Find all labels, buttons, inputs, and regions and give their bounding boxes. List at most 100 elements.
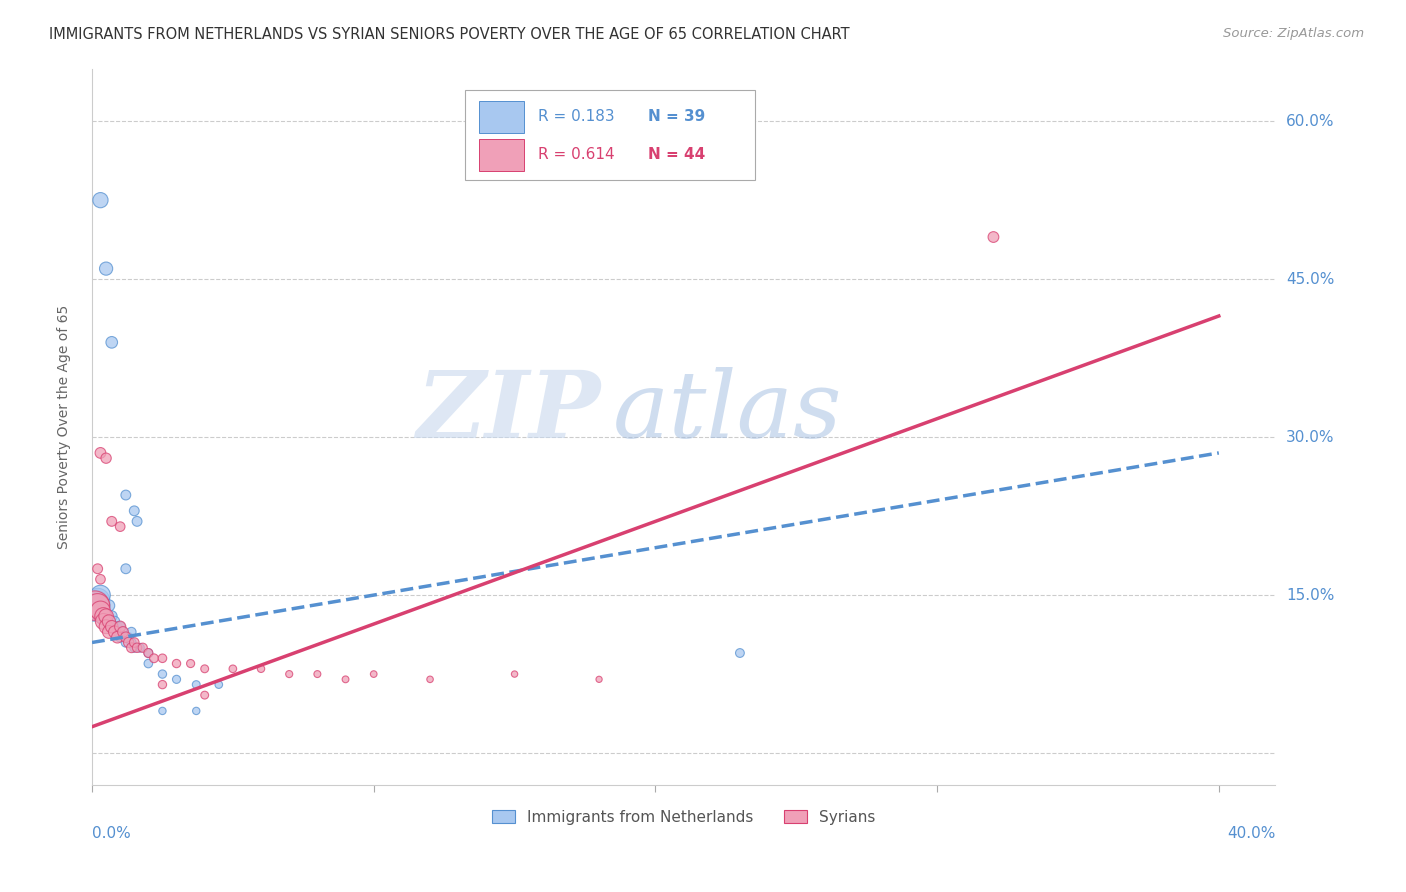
Point <box>138 657 160 671</box>
Point <box>117 635 139 649</box>
Point <box>83 599 105 613</box>
Point <box>105 620 128 634</box>
Point <box>100 620 122 634</box>
Point <box>89 572 111 586</box>
Point <box>180 657 202 671</box>
Point <box>419 673 441 687</box>
Point <box>91 604 114 618</box>
Text: ZIP: ZIP <box>416 368 600 458</box>
Point <box>152 677 174 691</box>
Point <box>138 646 160 660</box>
Text: Source: ZipAtlas.com: Source: ZipAtlas.com <box>1223 27 1364 40</box>
Point <box>86 593 108 607</box>
Point <box>983 230 1005 244</box>
Point <box>89 193 111 207</box>
Point <box>100 609 122 624</box>
Point <box>114 635 136 649</box>
Point <box>105 630 128 644</box>
Point <box>132 640 155 655</box>
Text: 30.0%: 30.0% <box>1286 430 1334 444</box>
Point <box>127 640 149 655</box>
Point <box>103 615 125 629</box>
Point <box>127 514 149 528</box>
Point <box>105 624 128 639</box>
Point <box>89 604 111 618</box>
Point <box>152 704 174 718</box>
Point <box>94 261 117 276</box>
Text: 60.0%: 60.0% <box>1286 113 1334 128</box>
Point <box>94 609 117 624</box>
Point <box>91 615 114 629</box>
Point <box>186 677 208 691</box>
Point <box>503 667 526 681</box>
Text: N = 39: N = 39 <box>648 109 706 124</box>
Point <box>120 635 142 649</box>
Point <box>129 640 152 655</box>
Point <box>89 446 111 460</box>
Point <box>114 488 136 502</box>
Point <box>194 688 217 702</box>
Point <box>307 667 329 681</box>
Point <box>111 624 134 639</box>
Point <box>108 630 131 644</box>
Point <box>588 673 610 687</box>
Point <box>120 624 142 639</box>
Text: N = 44: N = 44 <box>648 147 706 162</box>
Point <box>152 651 174 665</box>
Point <box>97 615 120 629</box>
Point <box>194 662 217 676</box>
Point <box>97 624 120 639</box>
Point <box>335 673 357 687</box>
Point <box>152 667 174 681</box>
Point <box>103 624 125 639</box>
Y-axis label: Seniors Poverty Over the Age of 65: Seniors Poverty Over the Age of 65 <box>58 304 72 549</box>
Point <box>94 609 117 624</box>
Point <box>94 451 117 466</box>
Point <box>222 662 245 676</box>
Bar <box>479 138 524 171</box>
Point <box>89 588 111 602</box>
Point <box>114 630 136 644</box>
Text: 0.0%: 0.0% <box>91 826 131 841</box>
Point <box>97 599 120 613</box>
Point <box>86 599 108 613</box>
Point <box>89 609 111 624</box>
Point <box>83 599 105 613</box>
Point <box>138 646 160 660</box>
Point <box>100 620 122 634</box>
Point <box>122 640 145 655</box>
Point <box>186 704 208 718</box>
Point <box>363 667 385 681</box>
Point <box>97 615 120 629</box>
Point <box>208 677 231 691</box>
Bar <box>479 101 524 133</box>
Point <box>117 630 139 644</box>
Point <box>143 651 166 665</box>
Text: IMMIGRANTS FROM NETHERLANDS VS SYRIAN SENIORS POVERTY OVER THE AGE OF 65 CORRELA: IMMIGRANTS FROM NETHERLANDS VS SYRIAN SE… <box>49 27 849 42</box>
Point <box>250 662 273 676</box>
Point <box>114 562 136 576</box>
Point <box>122 504 145 518</box>
Point <box>100 335 122 350</box>
Text: 40.0%: 40.0% <box>1227 826 1275 841</box>
Text: 45.0%: 45.0% <box>1286 272 1334 286</box>
Text: atlas: atlas <box>613 368 842 458</box>
Point <box>278 667 301 681</box>
FancyBboxPatch shape <box>465 90 755 179</box>
Point <box>120 640 142 655</box>
Point <box>122 635 145 649</box>
Text: 15.0%: 15.0% <box>1286 588 1334 603</box>
Point <box>166 673 188 687</box>
Point <box>100 514 122 528</box>
Point <box>111 624 134 639</box>
Legend: Immigrants from Netherlands, Syrians: Immigrants from Netherlands, Syrians <box>485 804 882 830</box>
Point <box>86 562 108 576</box>
Point <box>114 630 136 644</box>
Point <box>166 657 188 671</box>
Point <box>94 620 117 634</box>
Point <box>108 519 131 533</box>
Point <box>728 646 751 660</box>
Text: R = 0.183: R = 0.183 <box>538 109 614 124</box>
Text: R = 0.614: R = 0.614 <box>538 147 614 162</box>
Point <box>108 620 131 634</box>
